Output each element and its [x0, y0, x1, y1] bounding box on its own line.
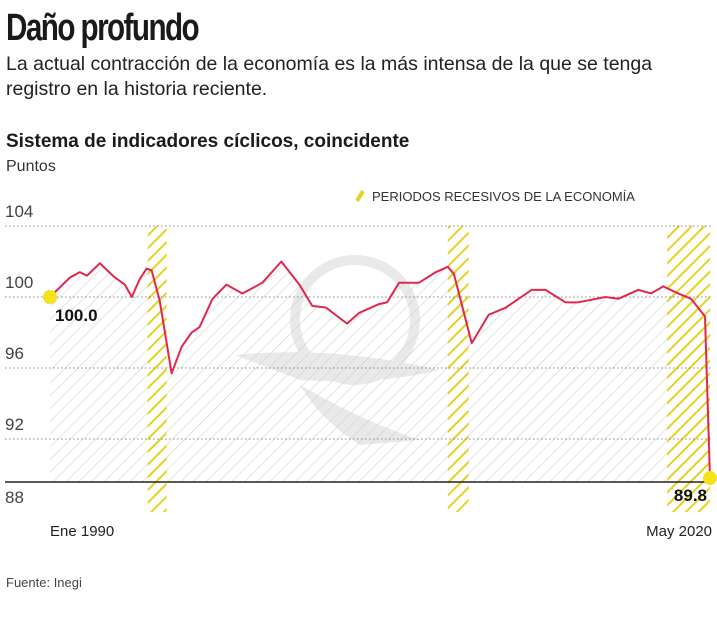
- annotation-point-1: [43, 290, 57, 304]
- x-tick-start: Ene 1990: [50, 523, 114, 540]
- y-tick-92: 92: [5, 415, 24, 434]
- y-tick-104: 104: [5, 202, 33, 221]
- recession-band-3: [667, 226, 710, 512]
- y-axis-label: Puntos: [6, 158, 56, 175]
- x-tick-end: May 2020: [646, 523, 712, 540]
- page-title: Daño profundo: [6, 7, 200, 49]
- page-subtitle: La actual contracción de la economía es …: [6, 53, 653, 100]
- y-tick-88: 88: [5, 488, 24, 507]
- recession-band-2: [447, 226, 469, 512]
- chart-title: Sistema de indicadores cíclicos, coincid…: [6, 131, 410, 152]
- legend-label: PERIODOS RECESIVOS DE LA ECONOMÍA: [372, 189, 635, 204]
- recession-band-1: [147, 226, 167, 512]
- annotation-label-start: 100.0: [55, 306, 98, 325]
- y-tick-100: 100: [5, 273, 33, 292]
- series-line: [49, 260, 711, 479]
- source-note: Fuente: Inegi: [6, 575, 82, 590]
- annotation-label-end: 89.8: [674, 486, 707, 505]
- area-hatch: [50, 261, 710, 482]
- y-tick-96: 96: [5, 344, 24, 363]
- legend-swatch: [355, 189, 365, 203]
- legend: PERIODOS RECESIVOS DE LA ECONOMÍA: [355, 189, 635, 204]
- annotation-point-2: [703, 471, 717, 486]
